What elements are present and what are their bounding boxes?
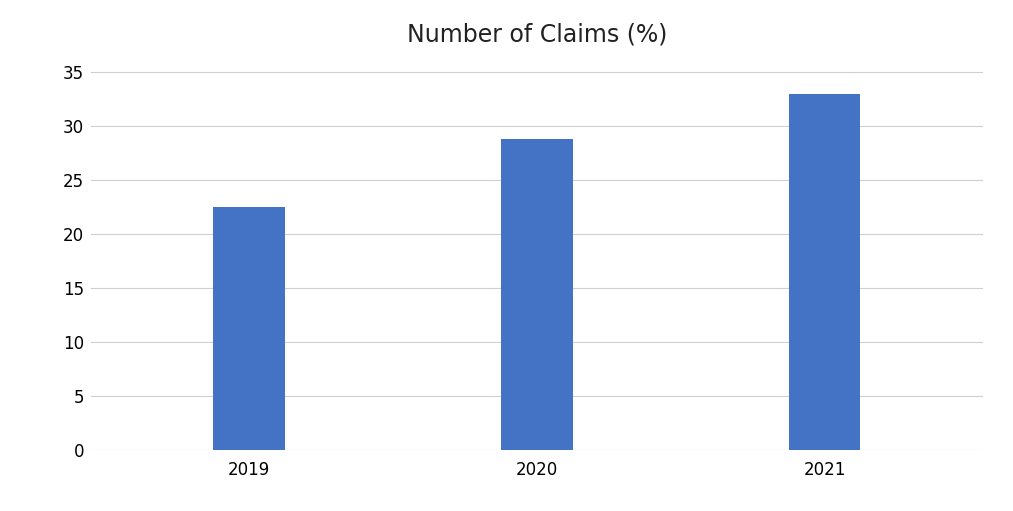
Bar bbox=[788, 94, 860, 450]
Bar bbox=[501, 139, 572, 450]
Bar bbox=[214, 207, 286, 450]
Title: Number of Claims (%): Number of Claims (%) bbox=[406, 23, 668, 47]
